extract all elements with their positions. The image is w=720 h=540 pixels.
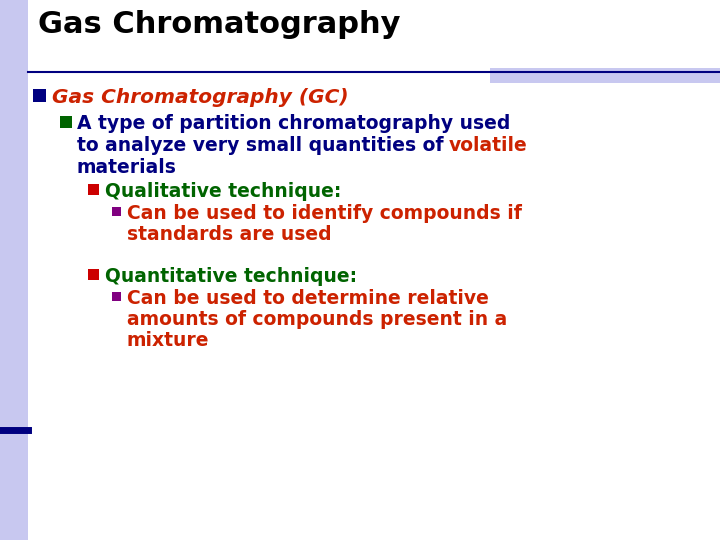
Bar — [0, 0, 28, 540]
Bar — [490, 68, 720, 83]
Bar — [33, 89, 46, 102]
Text: volatile: volatile — [449, 136, 528, 155]
Bar — [112, 292, 121, 301]
Text: materials: materials — [77, 158, 177, 177]
Bar — [88, 184, 99, 195]
Text: Gas Chromatography (GC): Gas Chromatography (GC) — [52, 88, 348, 107]
Text: amounts of compounds present in a: amounts of compounds present in a — [127, 310, 508, 329]
Text: mixture: mixture — [127, 331, 210, 350]
Text: Can be used to identify compounds if: Can be used to identify compounds if — [127, 204, 522, 223]
Text: standards are used: standards are used — [127, 225, 332, 244]
Bar — [60, 116, 72, 128]
Text: Can be used to determine relative: Can be used to determine relative — [127, 289, 489, 308]
Text: to analyze very small quantities of: to analyze very small quantities of — [77, 136, 450, 155]
Text: Quantitative technique:: Quantitative technique: — [105, 267, 357, 286]
Text: Gas Chromatography: Gas Chromatography — [38, 10, 400, 39]
Bar — [88, 269, 99, 280]
Text: Qualitative technique:: Qualitative technique: — [105, 182, 341, 201]
Text: A type of partition chromatography used: A type of partition chromatography used — [77, 114, 510, 133]
Bar — [112, 207, 121, 216]
